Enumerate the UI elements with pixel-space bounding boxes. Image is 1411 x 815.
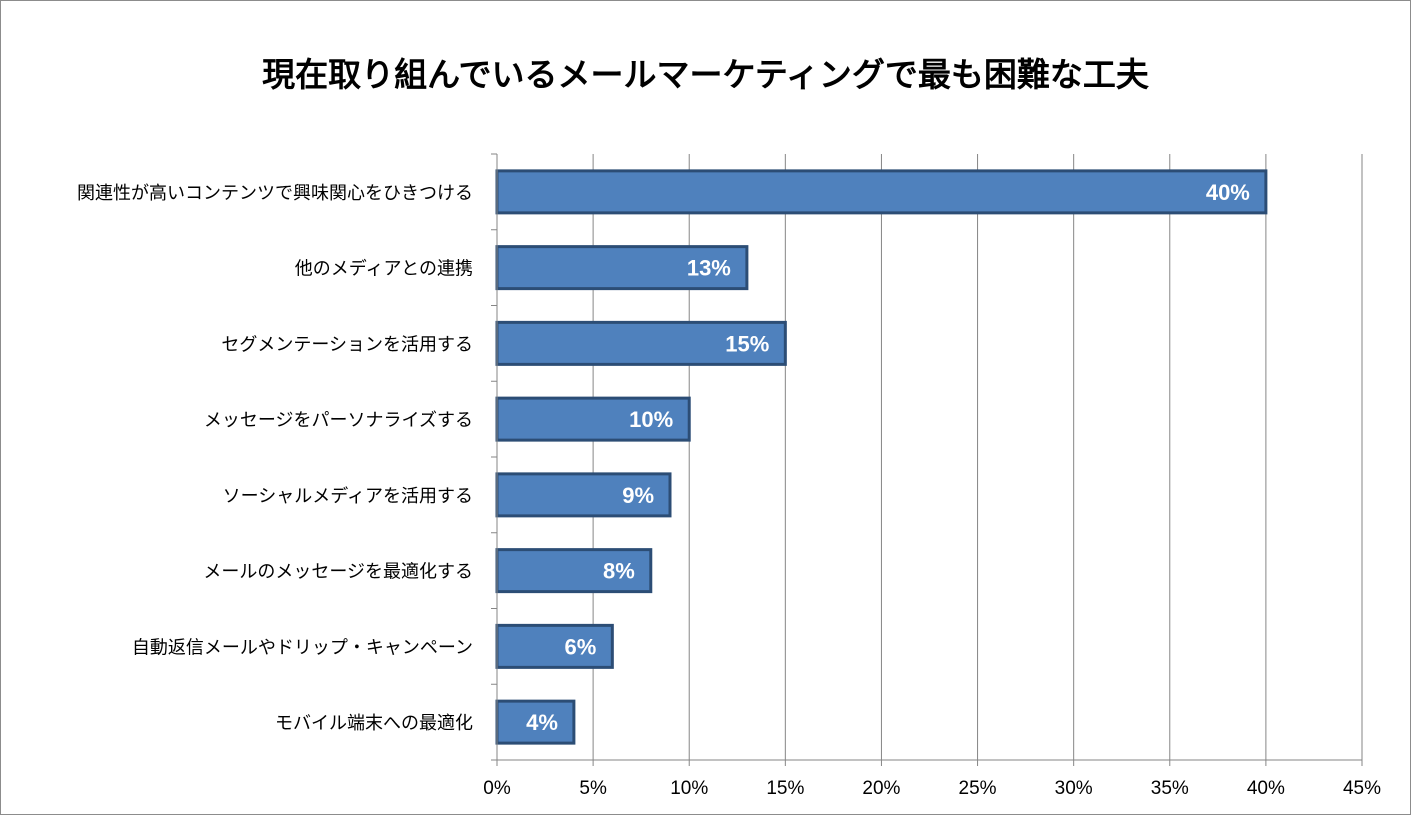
category-label: 他のメディアとの連携 bbox=[295, 259, 473, 280]
x-tick-label: 40% bbox=[1247, 778, 1285, 799]
data-label: 13% bbox=[687, 256, 731, 281]
data-label: 4% bbox=[526, 710, 558, 735]
x-tick-label: 30% bbox=[1055, 778, 1093, 799]
category-label: ソーシャルメディアを活用する bbox=[223, 486, 473, 507]
category-label: セグメンテーションを活用する bbox=[221, 334, 473, 355]
data-label: 9% bbox=[622, 483, 654, 508]
data-label: 10% bbox=[629, 407, 673, 432]
category-label: メッセージをパーソナライズする bbox=[204, 410, 473, 431]
bar bbox=[495, 169, 1268, 215]
x-tick-label: 10% bbox=[670, 778, 708, 799]
bar bbox=[495, 396, 691, 442]
chart-title: 現在取り組んでいるメールマーケティングで最も困難な工夫 bbox=[262, 55, 1149, 94]
bar bbox=[495, 472, 672, 518]
x-tick-label: 25% bbox=[959, 778, 997, 799]
x-tick-label: 5% bbox=[579, 778, 607, 799]
x-tick-label: 20% bbox=[862, 778, 900, 799]
data-label: 6% bbox=[565, 634, 597, 659]
data-label: 15% bbox=[725, 331, 769, 356]
category-label: 自動返信メールやドリップ・キャンペーン bbox=[132, 637, 473, 658]
x-tick-label: 15% bbox=[766, 778, 804, 799]
category-label: メールのメッセージを最適化する bbox=[203, 562, 473, 583]
gridlines bbox=[592, 154, 1363, 760]
bar bbox=[495, 245, 749, 291]
data-label: 8% bbox=[603, 559, 635, 584]
bar bbox=[495, 699, 576, 745]
category-label: 関連性が高いコンテンツで興味関心をひきつける bbox=[77, 183, 473, 204]
axes bbox=[491, 153, 1363, 766]
bar bbox=[495, 623, 614, 669]
labels: 0% 5% 10% 15% 20% 25% 30% 35% 40% 45% 関連性が高いコンテンツで… bbox=[77, 180, 1381, 799]
category-label: モバイル端末への最適化 bbox=[275, 713, 473, 734]
x-tick-label: 45% bbox=[1343, 778, 1381, 799]
x-tick-label: 35% bbox=[1151, 778, 1189, 799]
bars bbox=[495, 169, 1268, 745]
x-tick-label: 0% bbox=[483, 778, 511, 799]
data-label: 40% bbox=[1206, 180, 1250, 205]
bar bbox=[495, 320, 787, 366]
